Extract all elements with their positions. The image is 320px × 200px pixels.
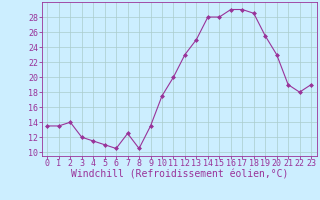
X-axis label: Windchill (Refroidissement éolien,°C): Windchill (Refroidissement éolien,°C) [70, 170, 288, 180]
